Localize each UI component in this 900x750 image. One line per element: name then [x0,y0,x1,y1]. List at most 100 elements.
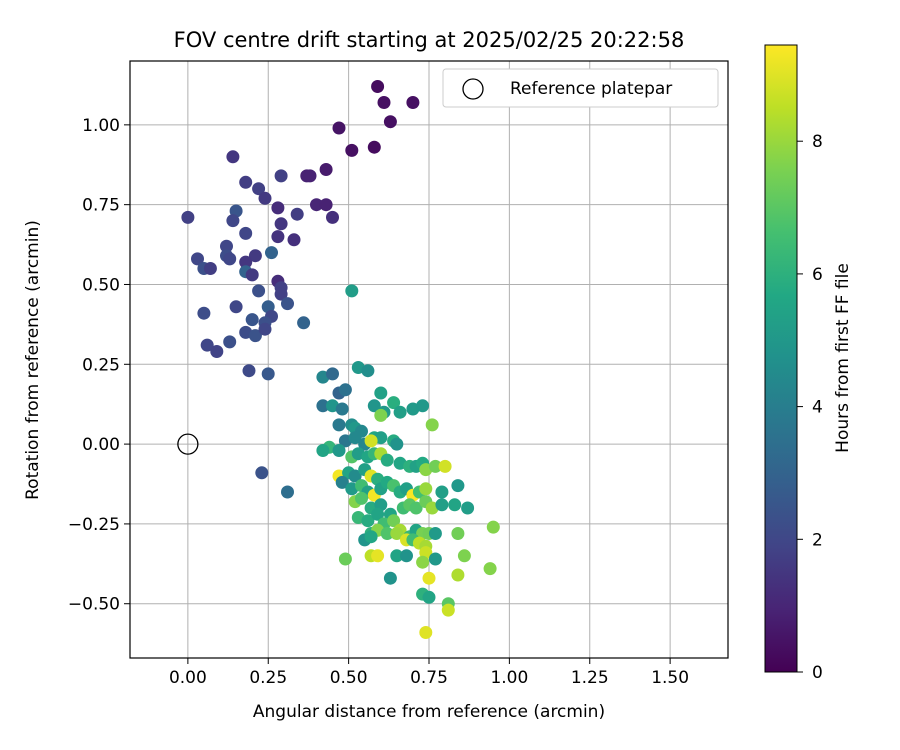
data-point [326,210,339,224]
data-point [367,399,381,413]
data-point [290,207,304,221]
y-tick-label: −0.50 [68,595,120,615]
data-point [457,549,471,563]
data-point [406,96,420,109]
data-point [274,169,288,183]
data-point [374,408,388,422]
colorbar-tick-label: 0 [812,663,823,683]
data-point [248,329,262,343]
data-point [355,491,368,505]
data-point [367,140,381,154]
data-point [229,300,243,314]
data-point [181,210,195,224]
colorbar-label: Hours from first FF file [833,263,853,453]
data-point [274,217,288,231]
grid-lines [130,61,728,658]
data-point [448,498,462,512]
y-axis-label: Rotation from reference (arcmin) [23,220,43,500]
data-point [361,364,375,378]
x-tick-label: 0.25 [249,668,287,688]
chart-title: FOV centre drift starting at 2025/02/25 … [174,28,685,52]
data-point [451,527,465,540]
data-point [271,230,285,244]
data-point [371,549,385,563]
data-point [316,444,330,457]
data-point [409,501,423,515]
data-point [316,399,330,413]
data-points [181,80,500,639]
data-point [242,364,256,378]
x-tick-label: 1.50 [651,668,689,688]
data-point [361,514,375,528]
data-point [416,555,430,569]
reference-marker [177,433,199,455]
data-point [281,485,294,499]
data-point [197,306,211,320]
data-point [261,367,275,381]
data-point [387,396,401,410]
data-point [223,252,237,266]
colorbar-gradient [764,44,798,673]
data-point [390,549,404,563]
x-tick-label: 1.00 [490,668,528,688]
y-tick-label: 0.25 [82,355,120,375]
y-axis-ticks: −0.50 −0.25 0.00 0.25 0.50 0.75 1.00 [68,116,130,615]
data-point [226,150,240,164]
data-point [416,399,430,413]
x-tick-label: 0.50 [330,668,368,688]
data-point [332,444,346,457]
data-point [451,568,465,582]
data-point [383,571,397,585]
data-point [380,527,394,540]
data-point [390,437,404,451]
data-point [226,214,240,228]
data-point [345,284,359,298]
data-point [255,466,269,480]
legend-box [442,68,719,108]
data-point [252,284,266,298]
data-point [422,590,436,604]
data-point [220,239,233,253]
data-point [422,571,436,585]
data-point [319,163,333,176]
colorbar-ticks: 0 2 4 6 8 [797,132,823,683]
data-point [428,459,442,473]
data-point [428,552,442,566]
data-point [371,80,385,93]
y-tick-label: 0.50 [82,275,120,295]
y-tick-label: 0.75 [82,196,120,216]
data-point [239,226,253,240]
data-point [265,246,278,260]
data-point [248,249,262,263]
colorbar: 0 2 4 6 8 Hours from first FF file [764,44,853,683]
data-point [374,386,388,400]
y-tick-label: 0.00 [82,435,120,455]
x-tick-label: 1.25 [571,668,609,688]
data-point [419,482,433,496]
data-point [387,514,401,528]
data-point [332,418,346,432]
data-point [345,143,359,157]
data-point [483,562,497,576]
data-point [191,252,204,266]
data-point [252,182,266,196]
data-point [281,297,294,311]
data-point [203,262,217,275]
y-tick-label: 1.00 [82,116,120,136]
reference-marker-layer [177,433,199,455]
data-point [348,469,362,483]
data-point [364,434,378,448]
data-point [326,367,339,381]
x-axis-label: Angular distance from reference (arcmin) [253,702,605,722]
data-point [303,169,317,183]
data-point [348,431,362,445]
colorbar-tick-label: 8 [812,132,823,152]
data-point [258,191,272,205]
data-point [390,527,404,540]
data-point [200,338,214,352]
data-point [435,498,449,512]
data-point [239,175,253,189]
data-point [287,233,301,247]
data-point [239,255,253,269]
